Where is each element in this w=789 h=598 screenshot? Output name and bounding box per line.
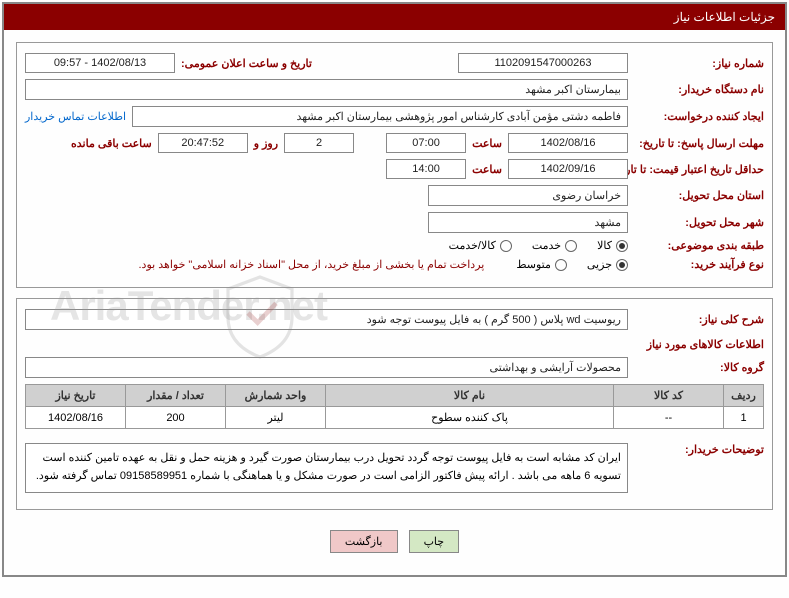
cell-name: پاک کننده سطوح [326, 407, 614, 429]
cell-unit: لیتر [226, 407, 326, 429]
subject-radio-goods[interactable] [616, 240, 628, 252]
province-value: خراسان رضوی [428, 185, 628, 206]
radio-label: متوسط [516, 258, 551, 271]
radio-label: کالا [597, 239, 612, 252]
goods-group-label: گروه کالا: [634, 361, 764, 374]
main-info-panel: شماره نیاز: 1102091547000263 تاریخ و ساع… [16, 42, 773, 288]
announce-dt-label: تاریخ و ساعت اعلان عمومی: [181, 57, 312, 70]
details-panel: شرح کلی نیاز: ریوسیت wd پلاس ( 500 گرم )… [16, 298, 773, 510]
hour-label-1: ساعت [472, 137, 502, 150]
need-no-label: شماره نیاز: [634, 57, 764, 70]
province-label: استان محل تحویل: [634, 189, 764, 202]
remaining-label: ساعت باقی مانده [71, 137, 152, 150]
th-name: نام کالا [326, 385, 614, 407]
buyer-notes-value: ایران کد مشابه است به فایل پیوست توجه گر… [25, 443, 628, 493]
response-time: 07:00 [386, 133, 466, 153]
th-row: ردیف [724, 385, 764, 407]
requester-label: ایجاد کننده درخواست: [634, 110, 764, 123]
th-code: کد کالا [614, 385, 724, 407]
buyer-org-label: نام دستگاه خریدار: [634, 83, 764, 96]
th-date: تاریخ نیاز [26, 385, 126, 407]
radio-label: کالا/خدمت [449, 239, 496, 252]
price-validity-date: 1402/09/16 [508, 159, 628, 179]
price-validity-time: 14:00 [386, 159, 466, 179]
radio-label: خدمت [532, 239, 561, 252]
process-radio-medium[interactable] [555, 259, 567, 271]
th-unit: واحد شمارش [226, 385, 326, 407]
th-qty: تعداد / مقدار [126, 385, 226, 407]
days-and-label: روز و [254, 137, 278, 150]
time-remaining: 20:47:52 [158, 133, 248, 153]
contact-link[interactable]: اطلاعات تماس خریدار [25, 110, 126, 123]
cell-qty: 200 [126, 407, 226, 429]
subject-class-label: طبقه بندی موضوعی: [634, 239, 764, 252]
days-remaining: 2 [284, 133, 354, 153]
cell-date: 1402/08/16 [26, 407, 126, 429]
city-label: شهر محل تحویل: [634, 216, 764, 229]
process-radio-group: جزیی متوسط [516, 258, 628, 271]
general-desc-value: ریوسیت wd پلاس ( 500 گرم ) به فایل پیوست… [25, 309, 628, 330]
print-button[interactable]: چاپ [409, 530, 460, 553]
radio-label: جزیی [587, 258, 612, 271]
cell-row: 1 [724, 407, 764, 429]
button-bar: چاپ بازگشت [16, 520, 773, 563]
process-label: نوع فرآیند خرید: [634, 258, 764, 271]
back-button[interactable]: بازگشت [330, 530, 398, 553]
response-deadline-label: مهلت ارسال پاسخ: تا تاریخ: [634, 137, 764, 150]
hour-label-2: ساعت [472, 163, 502, 176]
subject-radio-both[interactable] [500, 240, 512, 252]
payment-note: پرداخت تمام یا بخشی از مبلغ خرید، از محل… [139, 258, 485, 271]
goods-table: ردیف کد کالا نام کالا واحد شمارش تعداد /… [25, 384, 764, 429]
need-no-value: 1102091547000263 [458, 53, 628, 73]
process-radio-minor[interactable] [616, 259, 628, 271]
panel-title: جزئیات اطلاعات نیاز [4, 4, 785, 30]
buyer-notes-label: توضیحات خریدار: [634, 437, 764, 456]
goods-group-value: محصولات آرایشی و بهداشتی [25, 357, 628, 378]
announce-dt-value: 1402/08/13 - 09:57 [25, 53, 175, 73]
subject-radio-service[interactable] [565, 240, 577, 252]
response-date: 1402/08/16 [508, 133, 628, 153]
goods-info-title: اطلاعات کالاهای مورد نیاز [25, 338, 764, 351]
subject-radio-group: کالا خدمت کالا/خدمت [449, 239, 628, 252]
cell-code: -- [614, 407, 724, 429]
general-desc-label: شرح کلی نیاز: [634, 313, 764, 326]
table-row: 1 -- پاک کننده سطوح لیتر 200 1402/08/16 [26, 407, 764, 429]
buyer-org-value: بیمارستان اکبر مشهد [25, 79, 628, 100]
price-validity-label: حداقل تاریخ اعتبار قیمت: تا تاریخ: [634, 163, 764, 176]
city-value: مشهد [428, 212, 628, 233]
requester-value: فاطمه دشتی مؤمن آبادی کارشناس امور پژوهش… [132, 106, 628, 127]
